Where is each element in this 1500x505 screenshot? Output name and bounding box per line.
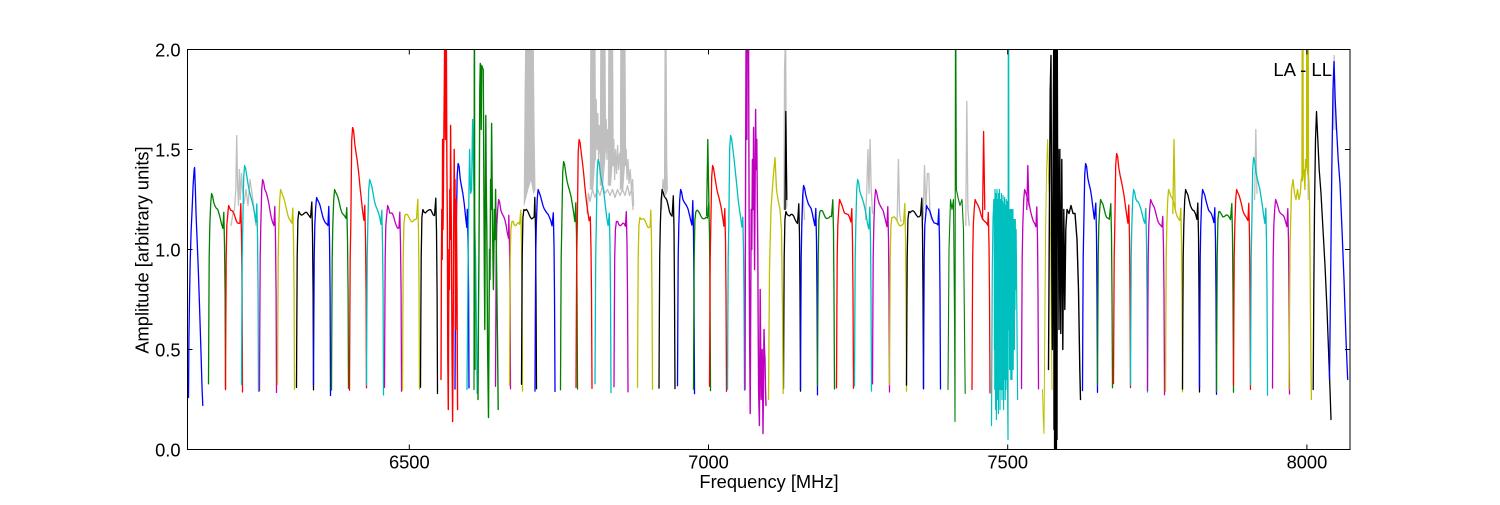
svg-text:Amplitude [arbitrary units]: Amplitude [arbitrary units] [132, 146, 153, 353]
svg-text:Frequency [MHz]: Frequency [MHz] [699, 471, 838, 492]
svg-text:1.0: 1.0 [155, 240, 180, 261]
svg-text:7500: 7500 [987, 452, 1028, 473]
svg-text:2.0: 2.0 [155, 40, 180, 61]
svg-text:6500: 6500 [389, 452, 430, 473]
svg-text:1.5: 1.5 [155, 140, 180, 161]
svg-text:LA - LL: LA - LL [1273, 59, 1332, 80]
svg-text:8000: 8000 [1287, 452, 1328, 473]
svg-text:7000: 7000 [688, 452, 729, 473]
svg-text:0.0: 0.0 [155, 440, 180, 461]
svg-text:0.5: 0.5 [155, 340, 180, 361]
